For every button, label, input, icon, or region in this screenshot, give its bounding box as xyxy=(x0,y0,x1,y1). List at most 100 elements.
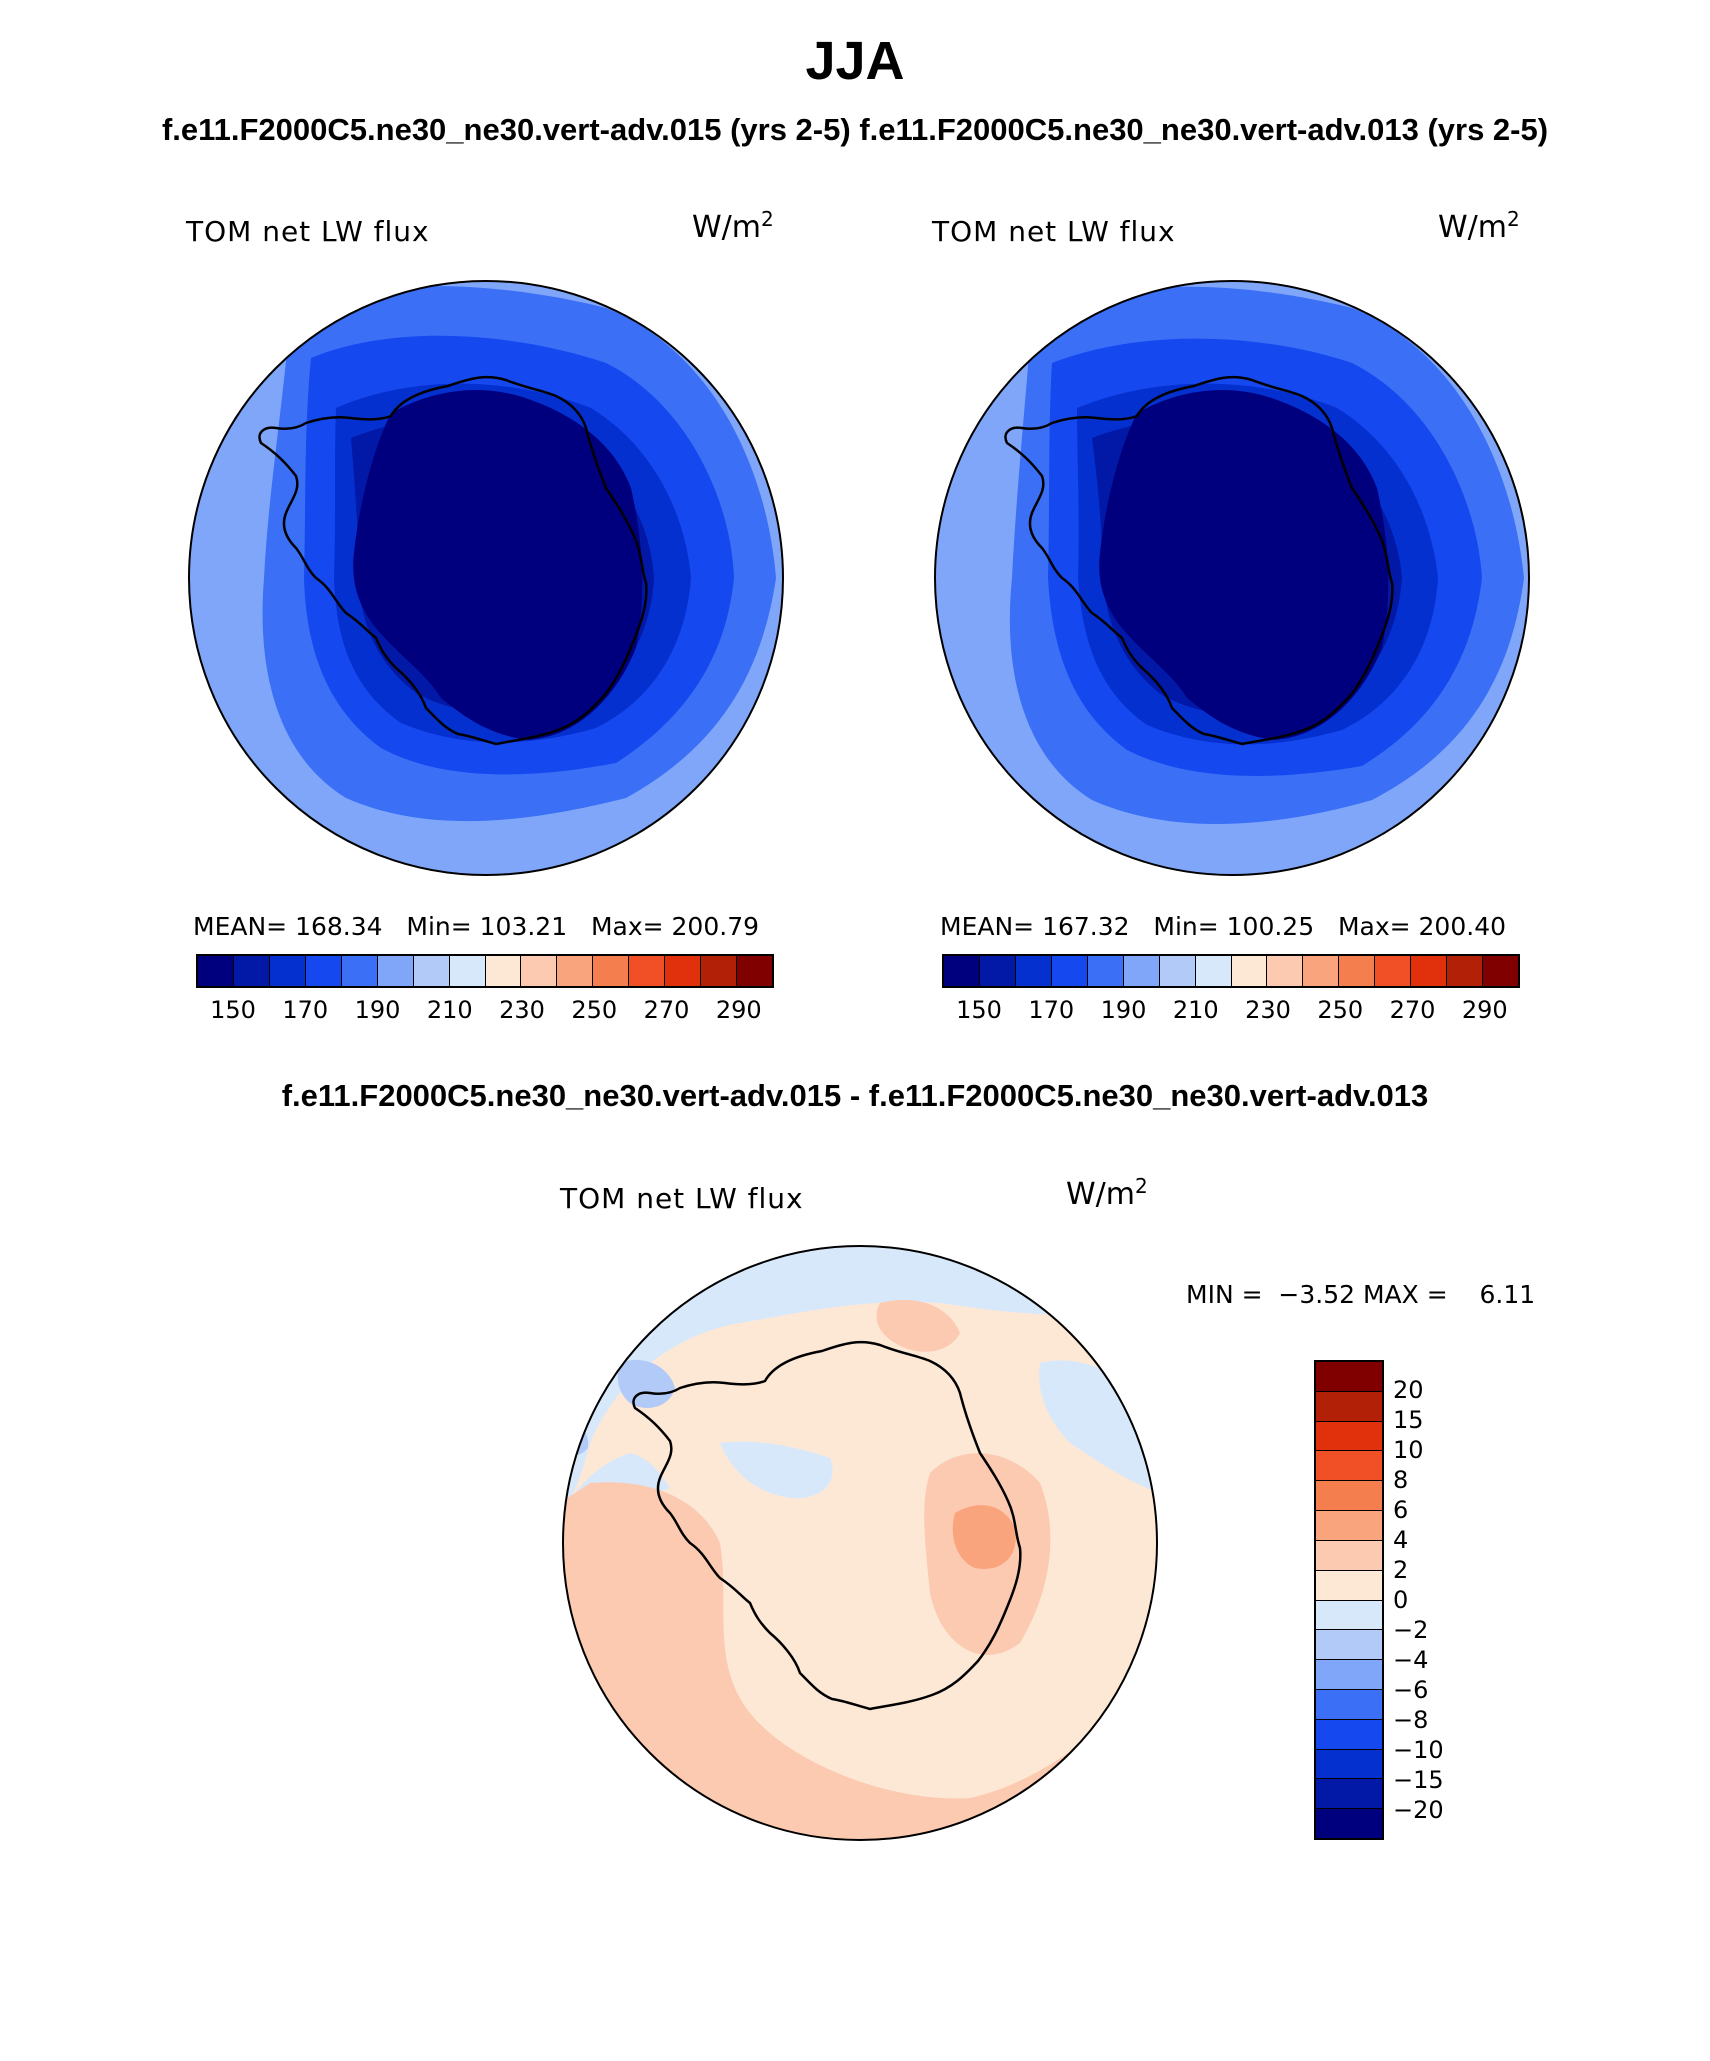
right-colorbar-swatch xyxy=(1051,956,1088,986)
diff-colorbar-swatch xyxy=(1316,1421,1382,1452)
diff-colorbar-swatch xyxy=(1316,1809,1382,1838)
right-stats-label: MEAN= 167.32 Min= 100.25 Max= 200.40 xyxy=(940,912,1507,941)
diff-colorbar-tick-label: 15 xyxy=(1393,1406,1424,1434)
right-colorbar-tick-label: 290 xyxy=(1461,996,1508,1024)
diff-colorbar-swatch xyxy=(1316,1451,1382,1482)
left-colorbar-swatch xyxy=(665,956,702,986)
right-colorbar-tick-label: 230 xyxy=(1245,996,1291,1024)
left-colorbar-tick-label: 210 xyxy=(426,996,473,1024)
left-colorbar-swatch xyxy=(701,956,738,986)
right-colorbar-tick-label: 170 xyxy=(1028,996,1075,1024)
right-contour-band-low xyxy=(1099,390,1389,740)
right-colorbar-tick-label: 270 xyxy=(1389,996,1436,1024)
diff-colorbar-tick-label: −10 xyxy=(1393,1736,1444,1764)
left-colorbar-swatch xyxy=(377,956,414,986)
diff-colorbar-swatch xyxy=(1316,1719,1382,1750)
left-colorbar-swatch xyxy=(341,956,378,986)
diff-colorbar-swatch xyxy=(1316,1749,1382,1780)
figure-subtitle: f.e11.F2000C5.ne30_ne30.vert-adv.015 (yr… xyxy=(0,112,1710,148)
right-colorbar-swatch xyxy=(1123,956,1160,986)
left-colorbar-swatch xyxy=(233,956,270,986)
diff-colorbar-swatch xyxy=(1316,1481,1382,1512)
left-variable-label: TOM net LW flux xyxy=(186,215,430,248)
left-colorbar-tick-label: 230 xyxy=(499,996,545,1024)
left-colorbar-tick-label: 170 xyxy=(282,996,329,1024)
subtitle-left-case: f.e11.F2000C5.ne30_ne30.vert-adv.015 (yr… xyxy=(161,112,851,147)
diff-colorbar-tick-label: −4 xyxy=(1393,1646,1429,1674)
diff-variable-label: TOM net LW flux xyxy=(560,1182,804,1215)
left-colorbar-swatch xyxy=(413,956,450,986)
right-units-label: W/m2 xyxy=(1438,207,1520,245)
subtitle-right-case: f.e11.F2000C5.ne30_ne30.vert-adv.013 (yr… xyxy=(859,112,1549,147)
left-contour-band-low xyxy=(353,390,643,740)
left-colorbar-tick-label: 150 xyxy=(210,996,256,1024)
left-colorbar-tick-label: 290 xyxy=(715,996,762,1024)
right-colorbar-tick-label: 210 xyxy=(1172,996,1219,1024)
right-colorbar-swatch xyxy=(1159,956,1196,986)
diff-colorbar-swatch xyxy=(1316,1511,1382,1541)
left-antarctic-coastline xyxy=(258,375,648,746)
right-polar-map xyxy=(934,280,1530,876)
left-colorbar-swatch xyxy=(305,956,342,986)
left-stats-label: MEAN= 168.34 Min= 103.21 Max= 200.79 xyxy=(193,912,760,941)
right-colorbar-ticks: 150 170 190 210 230 250 270 290 xyxy=(942,996,1520,1026)
diff-contour-band-4to6-center xyxy=(952,1505,1016,1569)
left-colorbar-tick-label: 190 xyxy=(354,996,401,1024)
difference-title: f.e11.F2000C5.ne30_ne30.vert-adv.015 - f… xyxy=(281,1078,1429,1113)
diff-colorbar-swatch xyxy=(1316,1362,1382,1392)
diff-minmax-label: MIN = −3.52 MAX = 6.11 xyxy=(1186,1280,1536,1309)
diff-colorbar-tick-label: 20 xyxy=(1393,1376,1424,1404)
diff-contour-band-neg4to2-b xyxy=(563,1421,589,1457)
diff-colorbar-swatch xyxy=(1316,1689,1382,1720)
diff-colorbar xyxy=(1314,1360,1384,1840)
diff-polar-map xyxy=(562,1245,1158,1841)
diff-colorbar-tick-label: −15 xyxy=(1393,1766,1444,1794)
left-colorbar-swatch xyxy=(269,956,306,986)
right-colorbar-swatch xyxy=(1411,956,1448,986)
right-colorbar-tick-label: 250 xyxy=(1317,996,1364,1024)
diff-colorbar-tick-label: −6 xyxy=(1393,1676,1429,1704)
diff-colorbar-tick-label: 0 xyxy=(1393,1586,1409,1614)
diff-colorbar-tick-label: −2 xyxy=(1393,1616,1429,1644)
left-colorbar-swatch xyxy=(629,956,666,986)
diff-antarctic-coastline xyxy=(632,1340,1022,1711)
right-colorbar xyxy=(942,954,1520,988)
left-colorbar-swatch xyxy=(593,956,630,986)
right-colorbar-tick-label: 190 xyxy=(1100,996,1147,1024)
right-colorbar-tick-label: 150 xyxy=(956,996,1002,1024)
diff-contour-band-2to4-north xyxy=(876,1299,960,1352)
left-colorbar-swatch xyxy=(521,956,558,986)
diff-colorbar-swatch xyxy=(1316,1779,1382,1810)
right-colorbar-swatch xyxy=(1303,956,1340,986)
diff-colorbar-swatch xyxy=(1316,1540,1382,1571)
right-colorbar-swatch xyxy=(979,956,1016,986)
diff-colorbar-swatch xyxy=(1316,1391,1382,1422)
right-colorbar-swatch xyxy=(1195,956,1232,986)
diff-colorbar-tick-label: 10 xyxy=(1393,1436,1424,1464)
diff-contour-band-neg2to0-north xyxy=(563,1246,1157,1513)
diff-contour-band-2to4-south xyxy=(563,1482,1157,1840)
diff-colorbar-tick-label: 8 xyxy=(1393,1466,1409,1494)
diff-colorbar-swatch xyxy=(1316,1600,1382,1631)
diff-colorbar-swatch xyxy=(1316,1570,1382,1601)
right-variable-label: TOM net LW flux xyxy=(932,215,1176,248)
diff-contour-band-neg2to0-inner xyxy=(720,1441,833,1499)
left-colorbar-swatch xyxy=(557,956,594,986)
left-colorbar-swatch xyxy=(449,956,486,986)
right-colorbar-swatch xyxy=(1015,956,1052,986)
right-colorbar-swatch xyxy=(1375,956,1412,986)
right-map-frame xyxy=(934,280,1530,876)
diff-colorbar-tick-label: 6 xyxy=(1393,1496,1409,1524)
left-colorbar-swatch xyxy=(737,956,772,986)
right-colorbar-swatch xyxy=(1447,956,1484,986)
diff-map-frame xyxy=(562,1245,1158,1841)
left-colorbar-swatch xyxy=(198,956,234,986)
left-colorbar-swatch xyxy=(485,956,522,986)
left-colorbar xyxy=(196,954,774,988)
diff-colorbar-swatch xyxy=(1316,1630,1382,1661)
diff-colorbar-tick-label: 2 xyxy=(1393,1556,1409,1584)
figure-title: JJA xyxy=(805,31,905,91)
left-map-frame xyxy=(188,280,784,876)
left-polar-map xyxy=(188,280,784,876)
right-colorbar-swatch xyxy=(1339,956,1376,986)
